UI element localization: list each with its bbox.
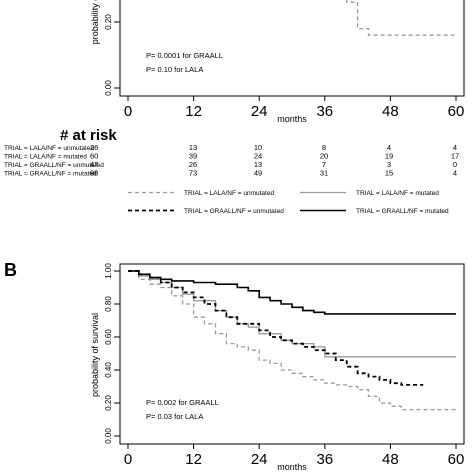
at-risk-count: 4 (453, 143, 457, 152)
p-value-annotation: P= 0.03 for LALA (146, 412, 203, 421)
y-axis-label: probability o (90, 0, 100, 44)
plot-frame (119, 0, 465, 97)
x-tick-label: 60 (448, 103, 465, 120)
plot-frame (119, 263, 465, 445)
legend: TRIAL = LALA/NF = unmutated TRIAL = LALA/… (128, 190, 449, 215)
at-risk-row-label: TRIAL = GRAALL/NF = mutated (4, 171, 97, 178)
panel-b-plot: 0.00 0.20 0.40 0.60 0.80 1.00 0 12 24 36 48 60 month… (90, 263, 465, 472)
panel-b-label: B (4, 260, 17, 280)
at-risk-count: 49 (254, 169, 262, 178)
at-risk-count: 26 (90, 143, 98, 152)
p-value-annotation: P= 0.10 for LALA (146, 65, 203, 74)
p-value-annotation: P= 0.002 for GRAALL (146, 398, 219, 407)
y-tick-label: 0.20 (104, 395, 113, 411)
y-tick-label: 0.60 (104, 329, 113, 345)
series-line-trial-graall-nf-unmutated (128, 270, 424, 386)
x-tick-label: 60 (448, 451, 465, 468)
x-tick-label: 24 (251, 451, 268, 468)
at-risk-row-label: TRIAL = GRAALL/NF = unmutated (4, 162, 104, 169)
at-risk-count: 0 (453, 160, 457, 169)
at-risk-row-label: TRIAL = LALA/NF = mutated (4, 154, 87, 161)
at-risk-count: 8 (322, 143, 326, 152)
x-tick-label: 12 (185, 103, 202, 120)
at-risk-count: 73 (189, 169, 197, 178)
y-tick-label: 0.00 (104, 80, 113, 96)
x-tick-label: 36 (316, 103, 333, 120)
at-risk-row-label: TRIAL = LALA/NF = unmutated (4, 145, 94, 152)
at-risk-count: 26 (189, 160, 197, 169)
x-tick-label: 36 (316, 451, 333, 468)
y-tick-label: 0.40 (104, 362, 113, 378)
at-risk-count: 7 (322, 160, 326, 169)
p-value-annotation: P= 0.0001 for GRAALL (146, 51, 223, 60)
x-tick-label: 12 (185, 451, 202, 468)
series-line-trial-lala-nf-unmutated (346, 0, 456, 36)
x-tick-label: 0 (124, 103, 132, 120)
at-risk-count: 31 (320, 169, 328, 178)
y-tick-label: 0.20 (104, 14, 113, 30)
y-tick-label: 0.00 (104, 428, 113, 444)
at-risk-count: 17 (451, 152, 459, 161)
series-line-trial-graall-nf-mutated (128, 270, 456, 315)
at-risk-count: 13 (189, 143, 197, 152)
at-risk-count: 39 (189, 152, 197, 161)
y-tick-label: 0.80 (104, 296, 113, 312)
legend-label: TRIAL = GRAALL/NF = unmutated (184, 208, 284, 215)
at-risk-count: 4 (453, 169, 457, 178)
legend-label: TRIAL = LALA/NF = unmutated (184, 190, 274, 197)
at-risk-count: 24 (254, 152, 262, 161)
x-axis-label: months (277, 114, 307, 124)
x-tick-label: 48 (382, 103, 399, 120)
x-tick-label: 0 (124, 451, 132, 468)
at-risk-count: 10 (254, 143, 262, 152)
x-tick-label: 24 (251, 103, 268, 120)
at-risk-count: 13 (254, 160, 262, 169)
at-risk-heading: # at risk (60, 127, 117, 144)
at-risk-count: 20 (320, 152, 328, 161)
panel-a-plot: 0.000.200.4001224364860monthsprobability… (90, 0, 465, 124)
at-risk-count: 98 (90, 169, 98, 178)
y-axis-label: probability of survival (90, 313, 100, 397)
series-line-trial-lala-nf-unmutated (128, 270, 456, 411)
legend-label: TRIAL = LALA/NF = mutated (356, 190, 439, 197)
at-risk-count: 15 (385, 169, 393, 178)
y-tick-label: 1.00 (104, 263, 113, 279)
x-axis-label: months (277, 462, 307, 472)
at-risk-count: 4 (387, 143, 391, 152)
at-risk-count: 19 (385, 152, 393, 161)
x-tick-label: 48 (382, 451, 399, 468)
at-risk-count: 47 (90, 160, 98, 169)
legend-label: TRIAL = GRAALL/NF = mutated (356, 208, 449, 215)
at-risk-count: 60 (90, 152, 98, 161)
at-risk-count: 3 (387, 160, 391, 169)
